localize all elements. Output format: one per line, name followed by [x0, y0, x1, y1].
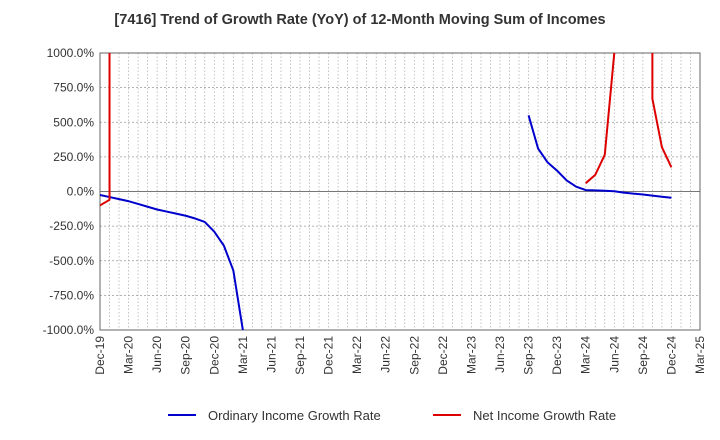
x-tick-label: Sep-23 [522, 336, 536, 375]
x-tick-label: Mar-25 [693, 336, 707, 374]
series-line [585, 53, 616, 184]
x-tick-label: Mar-21 [236, 336, 250, 374]
series-line [651, 53, 673, 168]
chart-title: [7416] Trend of Growth Rate (YoY) of 12-… [114, 12, 606, 28]
y-tick-label: -500.0% [49, 254, 94, 268]
series-ordinary-income [100, 115, 672, 330]
series-net-income [100, 53, 673, 207]
x-tick-label: Jun-21 [264, 336, 278, 373]
series-line [100, 193, 244, 330]
plot-border [99, 52, 701, 331]
y-tick-label: 750.0% [53, 81, 94, 95]
x-tick-label: Sep-24 [636, 336, 650, 375]
x-tick-label: Dec-19 [93, 336, 107, 375]
x-tick-label: Sep-21 [293, 336, 307, 375]
x-tick-label: Dec-23 [550, 336, 564, 375]
grid-layer [100, 52, 700, 331]
series-layer [100, 53, 673, 330]
axis-layer: 1000.0% 750.0% 500.0% 250.0% 0.0% -250.0% -500… [43, 46, 707, 375]
x-tick-label: Jun-22 [379, 336, 393, 373]
x-tick-label: Mar-23 [464, 336, 478, 374]
x-tick-label: Sep-22 [407, 336, 421, 375]
x-tick-label: Dec-24 [664, 336, 678, 375]
x-tick-label: Jun-24 [607, 336, 621, 373]
y-tick-label: -250.0% [49, 219, 94, 233]
y-tick-label: 0.0% [67, 185, 95, 199]
y-tick-label: -750.0% [49, 288, 94, 302]
x-tick-label: Mar-20 [122, 336, 136, 374]
legend: Ordinary Income Growth Rate Net Income Gr… [168, 408, 616, 423]
series-line [527, 115, 672, 199]
y-tick-label: 500.0% [53, 115, 94, 129]
x-tick-label: Sep-20 [179, 336, 193, 375]
x-tick-label: Mar-22 [350, 336, 364, 374]
x-tick-label: Mar-24 [579, 336, 593, 374]
x-tick-label: Dec-21 [322, 336, 336, 375]
x-tick-label: Dec-22 [436, 336, 450, 375]
legend-label: Net Income Growth Rate [473, 408, 616, 423]
y-tick-label: -1000.0% [43, 323, 95, 337]
legend-label: Ordinary Income Growth Rate [208, 408, 381, 423]
x-tick-label: Jun-23 [493, 336, 507, 373]
y-tick-label: 250.0% [53, 150, 94, 164]
x-tick-label: Jun-20 [150, 336, 164, 373]
series-line [100, 53, 111, 207]
y-tick-label: 1000.0% [47, 46, 95, 60]
x-tick-label: Dec-20 [207, 336, 221, 375]
